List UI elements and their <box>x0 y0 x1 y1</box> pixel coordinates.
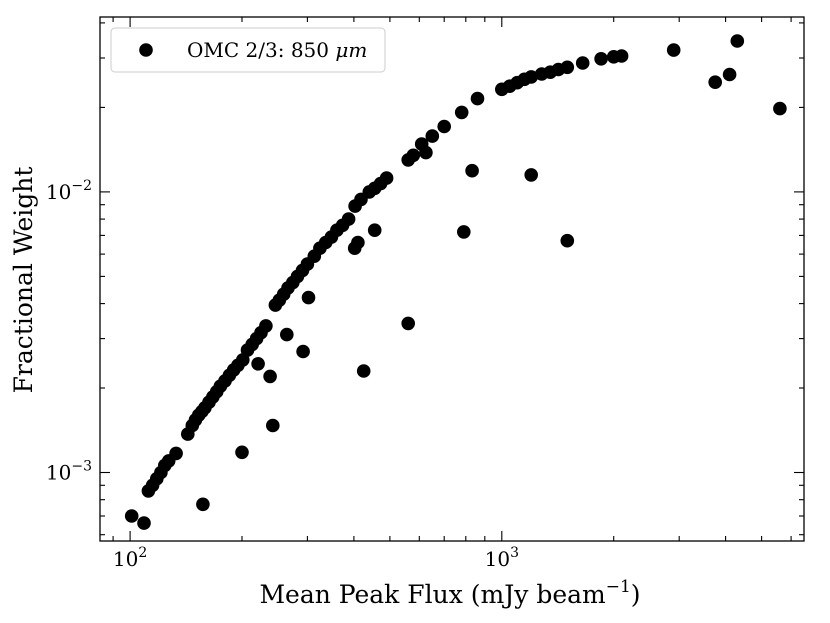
data-point-0-61 <box>524 70 538 84</box>
data-point-0-79 <box>251 357 265 371</box>
data-point-0-28 <box>259 319 273 333</box>
data-point-0-75 <box>196 497 210 512</box>
data-point-0-82 <box>301 290 316 305</box>
data-point-0-43 <box>341 212 356 226</box>
svg-text:10−3: 10−3 <box>46 459 92 485</box>
x-tick-label-100: 102 <box>113 545 147 571</box>
data-point-0-8 <box>169 446 183 461</box>
y-tick-label-1e-3: 10−3 <box>46 459 92 485</box>
data-point-0-70 <box>666 43 681 57</box>
data-point-0-81 <box>296 344 310 359</box>
data-point-0-90 <box>465 163 479 178</box>
data-point-0-54 <box>437 119 452 134</box>
data-point-0-49 <box>379 171 394 185</box>
data-point-0-74 <box>773 101 787 116</box>
y-tick-label-1e-2: 10−2 <box>46 178 92 204</box>
svg-text:10−2: 10−2 <box>46 178 92 204</box>
data-point-0-92 <box>560 233 575 248</box>
data-point-0-65 <box>560 60 575 75</box>
legend-marker <box>139 43 153 57</box>
data-point-0-0 <box>124 509 139 523</box>
data-point-0-56 <box>470 91 485 106</box>
svg-text:103: 103 <box>485 545 519 571</box>
svg-text:102: 102 <box>113 545 147 571</box>
data-point-0-1 <box>137 516 151 530</box>
data-point-0-91 <box>524 168 538 182</box>
data-point-0-78 <box>266 418 280 433</box>
data-point-0-77 <box>263 369 277 384</box>
data-point-0-55 <box>454 105 469 120</box>
data-point-0-88 <box>419 145 433 160</box>
data-point-0-67 <box>594 52 608 66</box>
legend: OMC 2/3: 850 μm <box>110 27 386 73</box>
legend-box <box>110 27 386 73</box>
data-point-0-89 <box>457 225 471 239</box>
data-point-0-84 <box>347 241 362 255</box>
data-point-0-86 <box>367 223 382 237</box>
data-point-0-80 <box>280 327 294 342</box>
data-point-0-73 <box>708 75 722 89</box>
data-point-0-51 <box>406 148 421 163</box>
data-point-0-87 <box>401 316 416 331</box>
data-point-0-66 <box>575 56 590 70</box>
plot-frame <box>99 16 805 542</box>
data-point-0-53 <box>425 129 440 143</box>
data-point-0-76 <box>235 445 249 460</box>
legend-label: OMC 2/3: 850 μm <box>187 38 367 62</box>
y-axis-label: Fractional Weight <box>9 167 38 394</box>
minor-ticks <box>100 17 804 541</box>
data-point-0-69 <box>614 49 629 63</box>
data-point-0-72 <box>722 67 737 82</box>
x-tick-label-1000: 103 <box>485 545 519 571</box>
data-point-0-71 <box>730 34 745 48</box>
data-point-0-85 <box>356 364 371 378</box>
x-axis-label: Mean Peak Flux (mJy beam−1) <box>259 577 640 609</box>
data-points <box>124 34 787 530</box>
